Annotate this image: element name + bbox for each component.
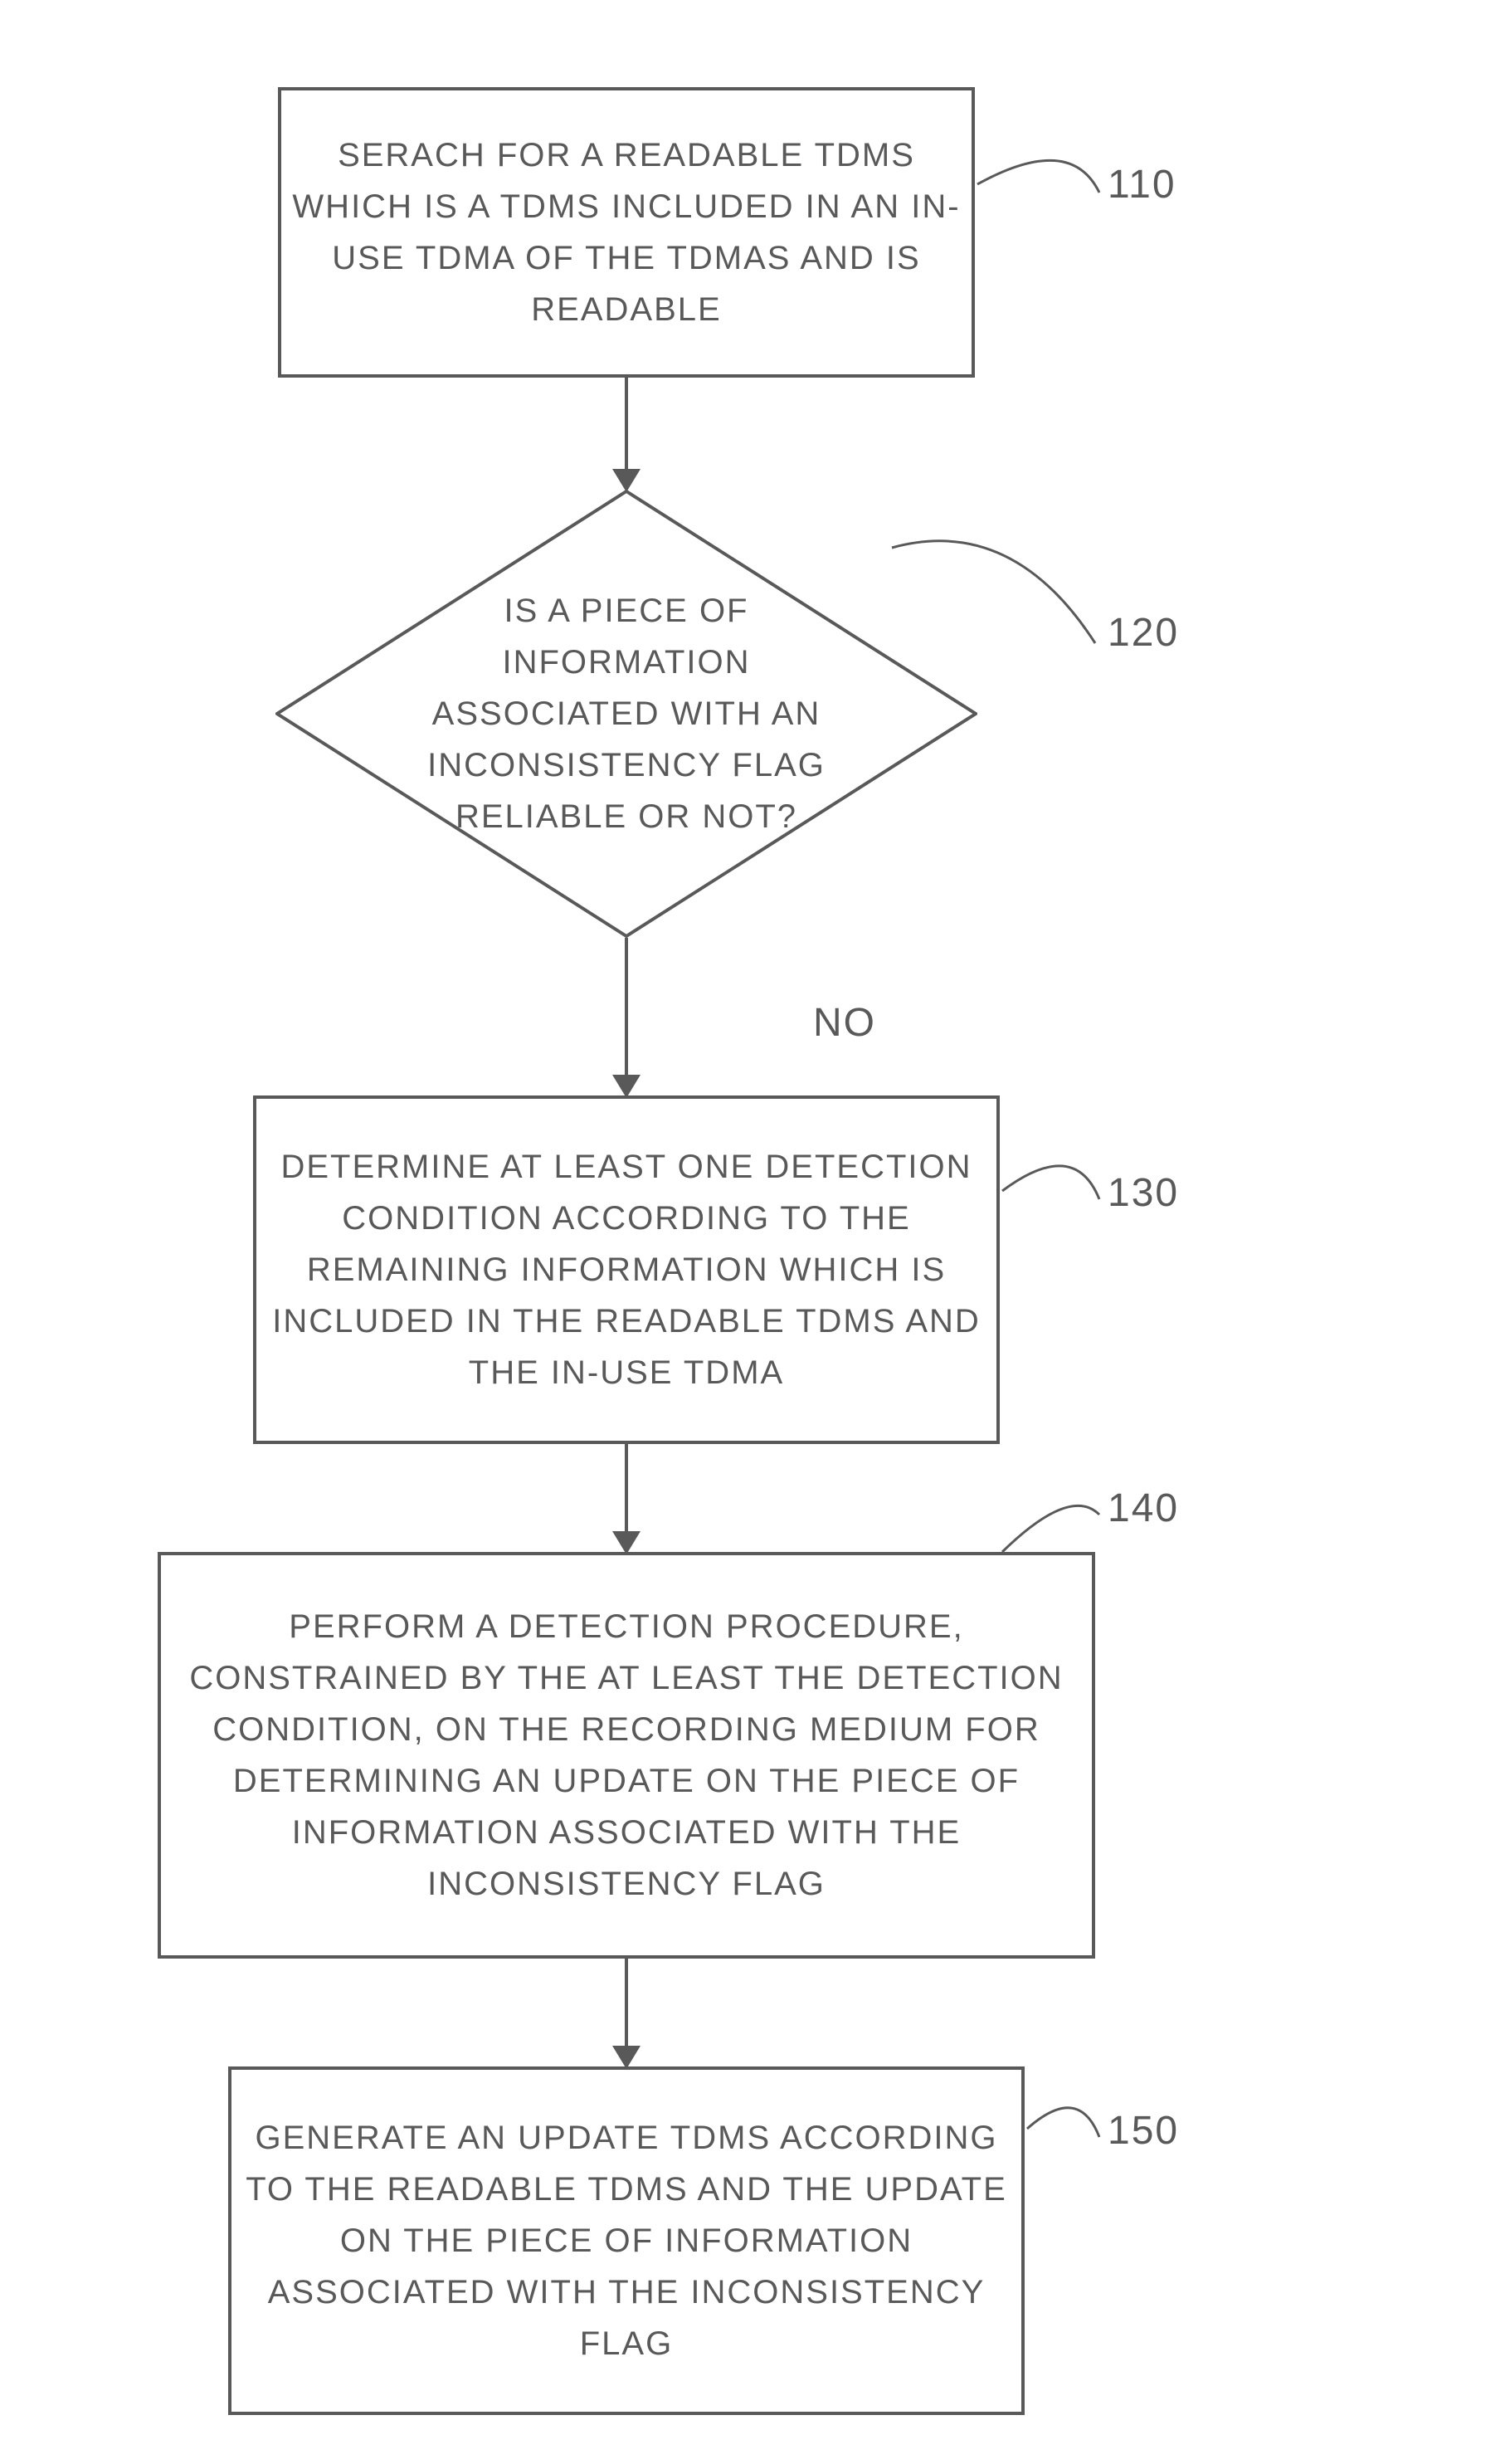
flow-node-140-text: PERFORM A DETECTION PROCEDURE, CONSTRAIN… bbox=[161, 1601, 1092, 1910]
ref-120: 120 bbox=[1108, 610, 1179, 656]
flow-node-110-text: SERACH FOR A READABLE TDMS WHICH IS A TD… bbox=[281, 129, 972, 335]
flow-node-150: GENERATE AN UPDATE TDMS ACCORDING TO THE… bbox=[228, 2066, 1025, 2415]
edge-label-no: NO bbox=[813, 1000, 876, 1046]
flow-node-120: IS A PIECE OF INFORMATION ASSOCIATED WIT… bbox=[275, 490, 977, 938]
leader-110 bbox=[975, 124, 1108, 207]
ref-130: 130 bbox=[1108, 1170, 1179, 1216]
ref-150: 150 bbox=[1108, 2108, 1179, 2154]
arrow-110-120 bbox=[610, 378, 643, 492]
arrow-140-150 bbox=[610, 1959, 643, 2069]
flow-node-120-text: IS A PIECE OF INFORMATION ASSOCIATED WIT… bbox=[275, 490, 977, 938]
leader-120 bbox=[884, 510, 1103, 656]
flow-node-140: PERFORM A DETECTION PROCEDURE, CONSTRAIN… bbox=[158, 1552, 1095, 1959]
flow-node-130-text: DETERMINE AT LEAST ONE DETECTION CONDITI… bbox=[256, 1141, 996, 1398]
ref-140: 140 bbox=[1108, 1486, 1179, 1531]
arrow-120-130 bbox=[610, 938, 643, 1098]
flow-node-130: DETERMINE AT LEAST ONE DETECTION CONDITI… bbox=[253, 1095, 1000, 1444]
leader-130 bbox=[1000, 1133, 1108, 1212]
flowchart-canvas: SERACH FOR A READABLE TDMS WHICH IS A TD… bbox=[0, 0, 1510, 2464]
leader-140 bbox=[1000, 1477, 1108, 1560]
arrow-130-140 bbox=[610, 1444, 643, 1554]
flow-node-150-text: GENERATE AN UPDATE TDMS ACCORDING TO THE… bbox=[231, 2112, 1021, 2369]
ref-110: 110 bbox=[1108, 162, 1176, 207]
flow-node-110: SERACH FOR A READABLE TDMS WHICH IS A TD… bbox=[278, 87, 975, 378]
leader-150 bbox=[1025, 2075, 1108, 2149]
